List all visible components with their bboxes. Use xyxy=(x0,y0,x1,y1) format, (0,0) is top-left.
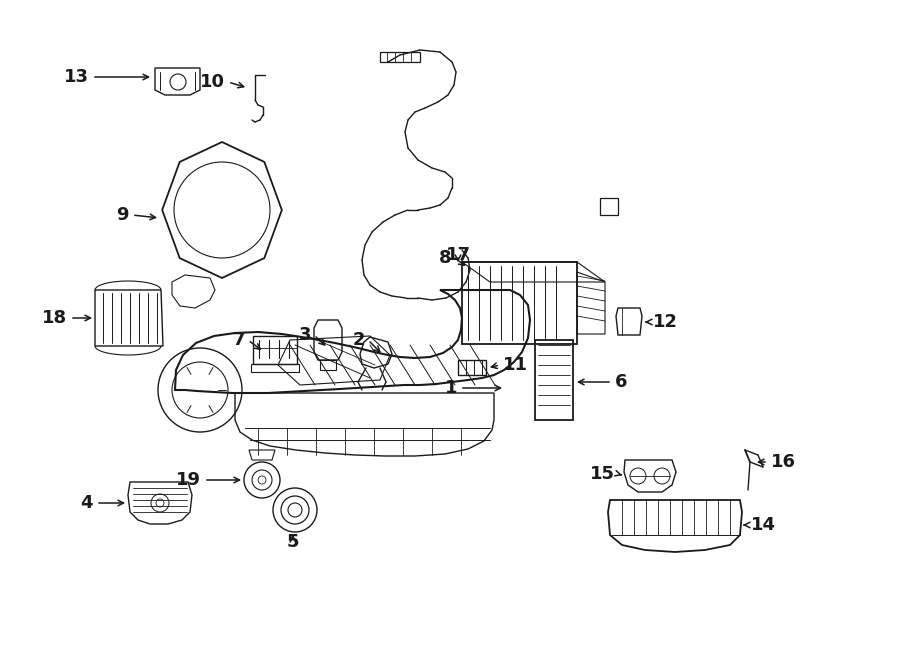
Text: 9: 9 xyxy=(116,206,129,224)
Text: 16: 16 xyxy=(771,453,796,471)
Text: 12: 12 xyxy=(653,313,678,331)
Text: 6: 6 xyxy=(615,373,627,391)
Text: 7: 7 xyxy=(232,331,245,349)
Text: 13: 13 xyxy=(64,68,89,86)
Text: 3: 3 xyxy=(299,326,311,344)
Text: 5: 5 xyxy=(287,533,299,551)
Text: 11: 11 xyxy=(503,356,528,374)
Text: 15: 15 xyxy=(590,465,615,483)
Text: 18: 18 xyxy=(42,309,67,327)
Text: 8: 8 xyxy=(439,249,452,267)
Text: 10: 10 xyxy=(200,73,225,91)
Text: 4: 4 xyxy=(80,494,93,512)
Text: 17: 17 xyxy=(446,246,471,264)
Text: 14: 14 xyxy=(751,516,776,534)
Text: 1: 1 xyxy=(445,379,457,397)
Text: 19: 19 xyxy=(176,471,201,489)
Text: 2: 2 xyxy=(353,331,365,349)
